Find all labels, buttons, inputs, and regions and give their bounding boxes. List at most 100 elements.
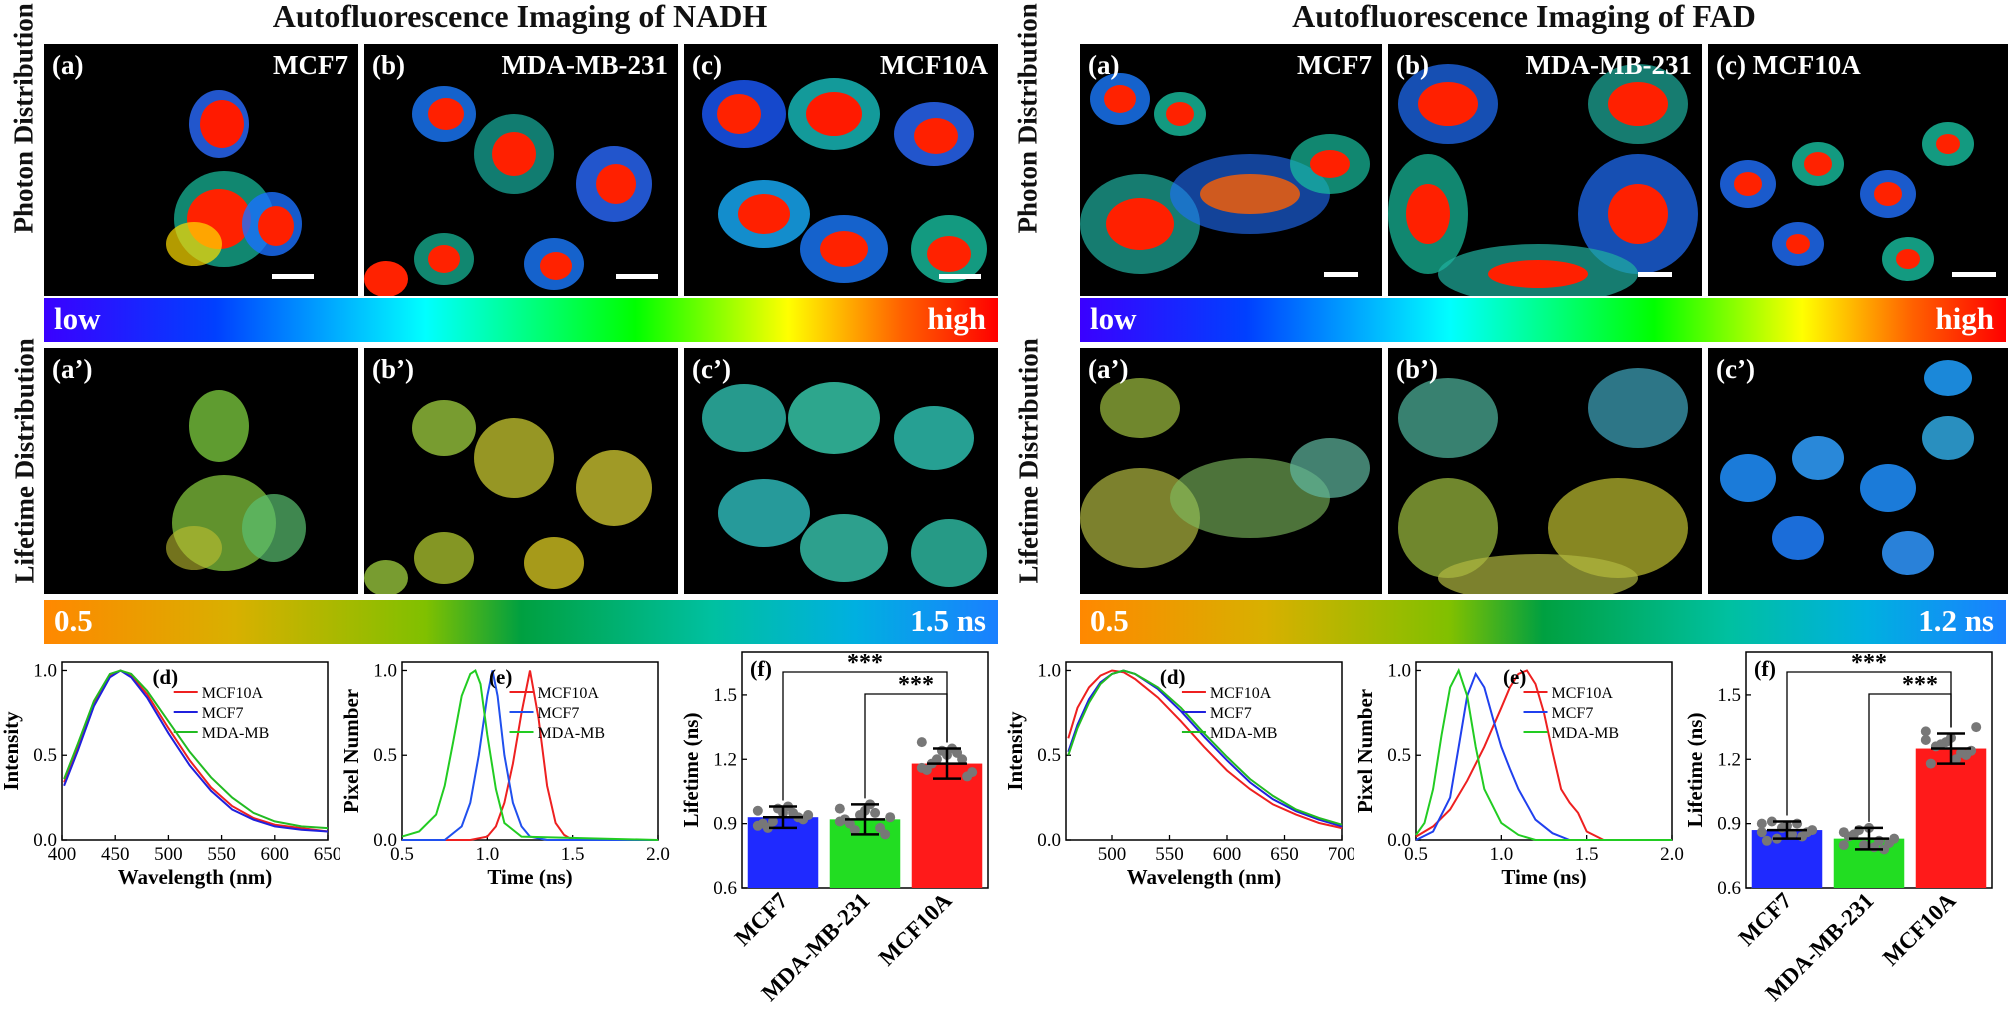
- cell-blobs: [1080, 73, 1370, 277]
- category-label: MCF7: [730, 888, 793, 951]
- significance-marker: ***: [847, 650, 883, 676]
- nadh-photon-row-label: Photon Distribution: [8, 3, 39, 234]
- image-label: (b): [1396, 50, 1429, 80]
- image-label: (c’): [1716, 354, 1755, 384]
- data-point: [1971, 722, 1982, 733]
- colorbar-high-label: high: [1935, 301, 1994, 336]
- image-label: (a’): [1088, 354, 1129, 384]
- significance-marker: ***: [898, 672, 934, 698]
- image-label: (c) MCF10A: [1716, 50, 1861, 80]
- chart-panel-label: (d): [1160, 665, 1186, 689]
- nadh-title: Autofluorescence Imaging of NADH: [272, 0, 768, 34]
- x-tick-label: 2.0: [646, 844, 670, 865]
- data-point: [1858, 840, 1869, 851]
- x-axis-label: Time (ns): [1501, 865, 1586, 889]
- cell-blobs: [166, 390, 306, 571]
- series-line-mda-mb: [1415, 667, 1672, 841]
- data-point: [803, 810, 814, 821]
- x-tick-label: 0.5: [1404, 844, 1428, 865]
- data-point: [1956, 747, 1967, 758]
- fad-photon-image-mda: (b) MDA-MB-231: [1388, 44, 1702, 296]
- x-tick-label: 500: [154, 844, 183, 865]
- data-point: [834, 816, 845, 827]
- nadh-photon-image-mcf7: (a) MCF7: [44, 44, 358, 296]
- fad-photon-row-label: Photon Distribution: [1012, 3, 1043, 234]
- data-point: [1787, 829, 1798, 840]
- data-point: [788, 807, 799, 818]
- x-tick-label: 1.0: [475, 844, 499, 865]
- fad-lifetime-image-mcf7: (a’): [1080, 348, 1382, 594]
- x-tick-label: 1.5: [561, 844, 585, 865]
- nadh-emission-spectra-chart: 400 450 500 550 600 650 0.0 0.5 1.0 MCF10A MCF7 MDA…: [0, 660, 340, 889]
- plot-frame: [61, 661, 329, 841]
- data-point: [967, 767, 978, 778]
- image-cell-line: MCF7: [1297, 50, 1372, 80]
- y-tick-label: 1.2: [1717, 749, 1741, 770]
- x-tick-label: 650: [314, 844, 340, 865]
- data-point: [752, 805, 763, 816]
- data-point: [870, 807, 881, 818]
- cell-blobs: [166, 90, 314, 279]
- nadh-lifetime-image-mda: (b’): [364, 348, 678, 594]
- y-tick-label: 0.5: [373, 745, 397, 766]
- colorbar-low-label: low: [1090, 301, 1137, 336]
- y-axis-label: Lifetime (ns): [680, 713, 703, 828]
- plot-frame: [1415, 661, 1673, 841]
- data-point: [1935, 739, 1946, 750]
- y-tick-label: 1.5: [1717, 685, 1741, 706]
- cell-blobs: [1080, 378, 1370, 568]
- legend-label: MCF7: [1210, 705, 1252, 722]
- fad-lifetime-image-mda: (b’): [1388, 348, 1702, 594]
- x-tick-label: 550: [1155, 844, 1184, 865]
- data-point: [1807, 825, 1818, 836]
- y-tick-label: 1.2: [713, 749, 737, 770]
- bar-mcf10a: [1915, 748, 1987, 888]
- significance-bracket: [1868, 693, 1952, 822]
- x-tick-label: 500: [1098, 844, 1127, 865]
- nadh-photon-image-mcf10a: (c) MCF10A: [684, 44, 998, 296]
- significance-bracket: [864, 693, 948, 799]
- legend-label: MDA-MB: [1552, 725, 1620, 742]
- legend-label: MCF10A: [1552, 685, 1614, 702]
- y-tick-label: 0.0: [373, 830, 397, 851]
- series-line-mcf10a: [1415, 669, 1672, 841]
- y-axis-label: Lifetime (ns): [1684, 713, 1707, 828]
- legend-label: MCF7: [1552, 705, 1594, 722]
- chart-panel-label: (f): [750, 656, 772, 681]
- cell-blobs: [702, 78, 987, 283]
- y-tick-label: 1.0: [33, 660, 57, 681]
- nadh-lifetime-image-mcf7: (a’): [44, 348, 358, 594]
- cell-blobs: [1388, 64, 1698, 296]
- fad-photon-image-mcf10a: (c) MCF10A: [1708, 44, 2008, 296]
- data-point: [767, 816, 778, 827]
- fad-panel: Autofluorescence Imaging of FAD Photon D…: [1004, 0, 2008, 1018]
- data-point: [1853, 825, 1864, 836]
- cell-blobs: [1720, 360, 1974, 575]
- colorbar-high-label: 1.2 ns: [1918, 603, 1994, 638]
- data-point: [916, 762, 927, 773]
- data-point: [1838, 840, 1849, 851]
- data-point: [885, 812, 896, 823]
- bar-mcf10a: [911, 763, 983, 888]
- category-label: MCF10A: [874, 888, 957, 971]
- data-point: [1756, 827, 1767, 838]
- y-tick-label: 0.5: [1387, 745, 1411, 766]
- legend-label: MCF7: [538, 705, 580, 722]
- chart-panel-label: (e): [1503, 665, 1526, 689]
- nadh-lifetime-histogram-chart: 0.5 1.0 1.5 2.00.00.51.0MCF10AMCF7MDA-MB(e)…: [340, 660, 670, 889]
- nadh-photon-image-mda: (b) MDA-MB-231: [364, 44, 678, 296]
- series-line-mcf10a: [1067, 669, 1343, 830]
- x-axis-label: Wavelength (nm): [118, 865, 273, 889]
- colorbar-low-label: 0.5: [1090, 603, 1129, 638]
- nadh-lifetime-image-mcf10a: (c’): [684, 348, 998, 594]
- colorbar-low-label: 0.5: [54, 603, 93, 638]
- legend-label: MCF10A: [1210, 685, 1272, 702]
- plot-frame: [401, 661, 659, 841]
- data-point: [1874, 835, 1885, 846]
- y-tick-label: 0.0: [1037, 830, 1061, 851]
- y-tick-label: 0.6: [1717, 878, 1741, 899]
- image-label: (b’): [1396, 354, 1438, 384]
- image-label: (c’): [692, 354, 731, 384]
- data-point: [1756, 818, 1767, 829]
